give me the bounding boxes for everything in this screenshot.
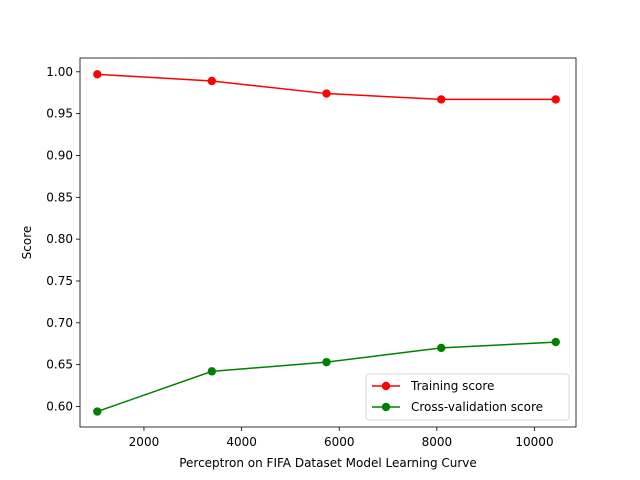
legend-label-1: Cross-validation score — [411, 400, 543, 414]
series-0-point — [93, 70, 102, 79]
series-0-point — [437, 95, 446, 104]
legend: Training score Cross-validation score — [365, 373, 570, 421]
x-axis: 2000 4000 6000 8000 10000 — [129, 427, 554, 449]
y-axis-label: Score — [20, 226, 34, 260]
x-tick-label: 6000 — [324, 435, 355, 449]
y-tick-label: 0.95 — [46, 107, 73, 121]
x-tick-label: 4000 — [226, 435, 257, 449]
legend-marker-0 — [381, 381, 391, 391]
series-0-point — [322, 89, 331, 98]
y-tick-label: 0.85 — [46, 190, 73, 204]
series-0-point — [207, 76, 217, 86]
y-axis: 0.60 0.65 0.70 0.75 0.80 0.85 0.90 0.95 1.00 — [46, 65, 80, 414]
series-layer — [93, 70, 560, 416]
y-tick-label: 0.60 — [46, 400, 73, 414]
series-1-point — [93, 407, 102, 416]
legend-label-0: Training score — [410, 379, 494, 393]
legend-box — [365, 373, 570, 421]
y-tick-label: 0.70 — [46, 316, 73, 330]
x-tick-label: 10000 — [515, 435, 553, 449]
y-tick-label: 0.80 — [46, 232, 73, 246]
y-tick-label: 0.65 — [46, 358, 73, 372]
series-1-point — [551, 337, 560, 347]
plot-frame — [79, 57, 577, 428]
series-1-point — [322, 357, 331, 367]
y-tick-label: 1.00 — [46, 65, 73, 79]
y-tick-label: 0.90 — [46, 148, 73, 162]
series-0-point — [551, 95, 560, 104]
y-tick-label: 0.75 — [46, 274, 73, 288]
x-tick-label: 2000 — [129, 435, 160, 449]
series-1-point — [437, 343, 446, 353]
x-axis-label: Perceptron on FIFA Dataset Model Learnin… — [179, 456, 477, 470]
x-tick-label: 8000 — [422, 435, 453, 449]
legend-marker-1 — [381, 402, 391, 412]
series-1-point — [207, 367, 217, 376]
